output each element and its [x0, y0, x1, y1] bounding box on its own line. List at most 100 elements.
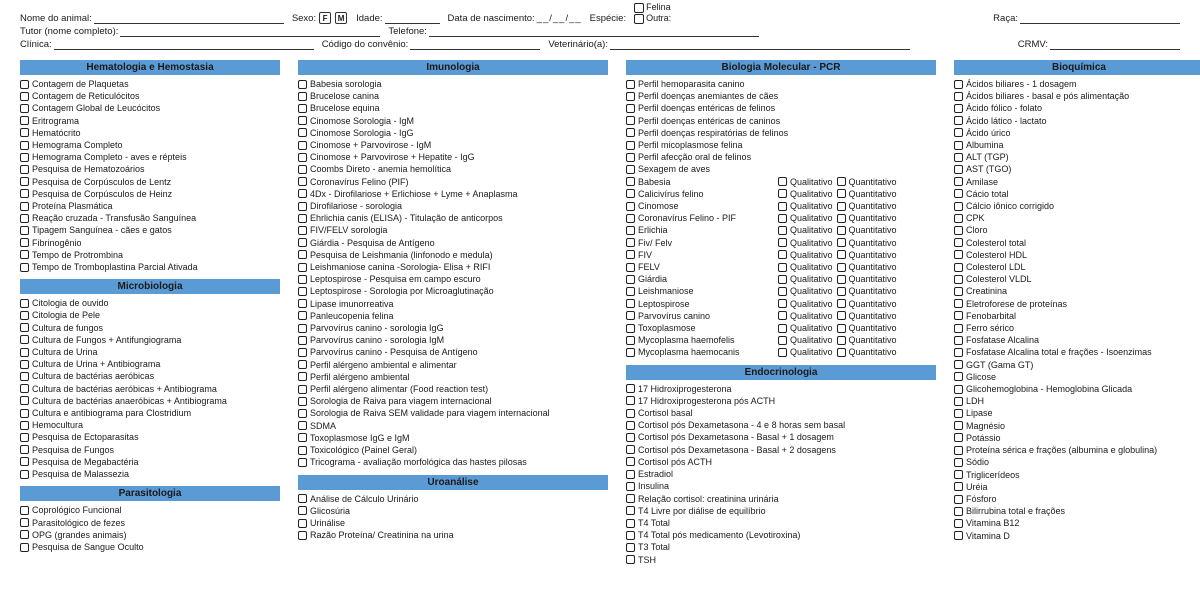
checkbox[interactable] [20, 360, 29, 369]
checkbox[interactable] [298, 238, 307, 247]
checkbox-qual[interactable] [778, 336, 787, 345]
checkbox[interactable] [20, 214, 29, 223]
checkbox[interactable] [20, 116, 29, 125]
checkbox[interactable] [20, 92, 29, 101]
checkbox[interactable] [626, 141, 635, 150]
checkbox[interactable] [954, 177, 963, 186]
checkbox[interactable] [626, 324, 635, 333]
checkbox[interactable] [626, 482, 635, 491]
checkbox[interactable] [626, 104, 635, 113]
checkbox[interactable] [298, 287, 307, 296]
checkbox-quant[interactable] [837, 336, 846, 345]
checkbox-quant[interactable] [837, 177, 846, 186]
checkbox[interactable] [954, 189, 963, 198]
input-phone[interactable] [429, 26, 759, 37]
checkbox[interactable] [954, 141, 963, 150]
checkbox-qual[interactable] [778, 275, 787, 284]
checkbox-qual[interactable] [778, 238, 787, 247]
checkbox[interactable] [298, 360, 307, 369]
checkbox[interactable] [20, 530, 29, 539]
checkbox[interactable] [298, 311, 307, 320]
checkbox[interactable] [626, 384, 635, 393]
checkbox[interactable] [298, 506, 307, 515]
checkbox[interactable] [20, 80, 29, 89]
checkbox[interactable] [954, 238, 963, 247]
checkbox[interactable] [954, 153, 963, 162]
checkbox[interactable] [20, 409, 29, 418]
checkbox[interactable] [20, 335, 29, 344]
checkbox[interactable] [626, 506, 635, 515]
checkbox[interactable] [20, 445, 29, 454]
checkbox-quant[interactable] [837, 324, 846, 333]
checkbox[interactable] [20, 202, 29, 211]
checkbox[interactable] [626, 531, 635, 540]
checkbox[interactable] [626, 543, 635, 552]
checkbox[interactable] [20, 518, 29, 527]
checkbox[interactable] [954, 397, 963, 406]
checkbox[interactable] [20, 189, 29, 198]
input-animal-name[interactable] [94, 13, 284, 24]
checkbox[interactable] [298, 299, 307, 308]
checkbox-quant[interactable] [837, 275, 846, 284]
checkbox[interactable] [954, 470, 963, 479]
checkbox[interactable] [626, 238, 635, 247]
checkbox[interactable] [20, 238, 29, 247]
checkbox[interactable] [298, 202, 307, 211]
checkbox[interactable] [20, 128, 29, 137]
checkbox[interactable] [626, 409, 635, 418]
checkbox[interactable] [20, 421, 29, 430]
checkbox[interactable] [954, 458, 963, 467]
checkbox[interactable] [954, 287, 963, 296]
checkbox[interactable] [298, 92, 307, 101]
checkbox[interactable] [954, 92, 963, 101]
checkbox[interactable] [954, 446, 963, 455]
input-breed[interactable] [1020, 13, 1180, 24]
checkbox[interactable] [298, 165, 307, 174]
checkbox[interactable] [298, 531, 307, 540]
input-vet[interactable] [610, 39, 910, 50]
checkbox[interactable] [954, 348, 963, 357]
checkbox[interactable] [298, 458, 307, 467]
checkbox[interactable] [954, 104, 963, 113]
checkbox[interactable] [298, 324, 307, 333]
checkbox-qual[interactable] [778, 311, 787, 320]
checkbox[interactable] [20, 177, 29, 186]
checkbox[interactable] [626, 433, 635, 442]
checkbox-qual[interactable] [778, 202, 787, 211]
checkbox[interactable] [20, 263, 29, 272]
checkbox[interactable] [954, 250, 963, 259]
checkbox[interactable] [626, 445, 635, 454]
check-felina[interactable] [634, 3, 644, 13]
checkbox[interactable] [20, 433, 29, 442]
checkbox[interactable] [298, 141, 307, 150]
checkbox[interactable] [954, 433, 963, 442]
checkbox[interactable] [20, 457, 29, 466]
checkbox[interactable] [626, 311, 635, 320]
checkbox[interactable] [298, 177, 307, 186]
checkbox[interactable] [626, 275, 635, 284]
checkbox[interactable] [298, 446, 307, 455]
checkbox[interactable] [20, 226, 29, 235]
checkbox[interactable] [954, 214, 963, 223]
checkbox-quant[interactable] [837, 299, 846, 308]
checkbox-quant[interactable] [837, 287, 846, 296]
checkbox[interactable] [20, 250, 29, 259]
checkbox[interactable] [298, 372, 307, 381]
checkbox[interactable] [298, 80, 307, 89]
checkbox[interactable] [298, 397, 307, 406]
checkbox[interactable] [20, 348, 29, 357]
checkbox-qual[interactable] [778, 287, 787, 296]
checkbox[interactable] [298, 336, 307, 345]
checkbox[interactable] [954, 299, 963, 308]
checkbox[interactable] [20, 153, 29, 162]
checkbox[interactable] [298, 128, 307, 137]
checkbox[interactable] [954, 495, 963, 504]
checkbox[interactable] [626, 555, 635, 564]
checkbox[interactable] [954, 80, 963, 89]
checkbox-quant[interactable] [837, 250, 846, 259]
checkbox-quant[interactable] [837, 202, 846, 211]
checkbox[interactable] [626, 202, 635, 211]
checkbox-quant[interactable] [837, 348, 846, 357]
checkbox[interactable] [954, 202, 963, 211]
checkbox[interactable] [20, 299, 29, 308]
